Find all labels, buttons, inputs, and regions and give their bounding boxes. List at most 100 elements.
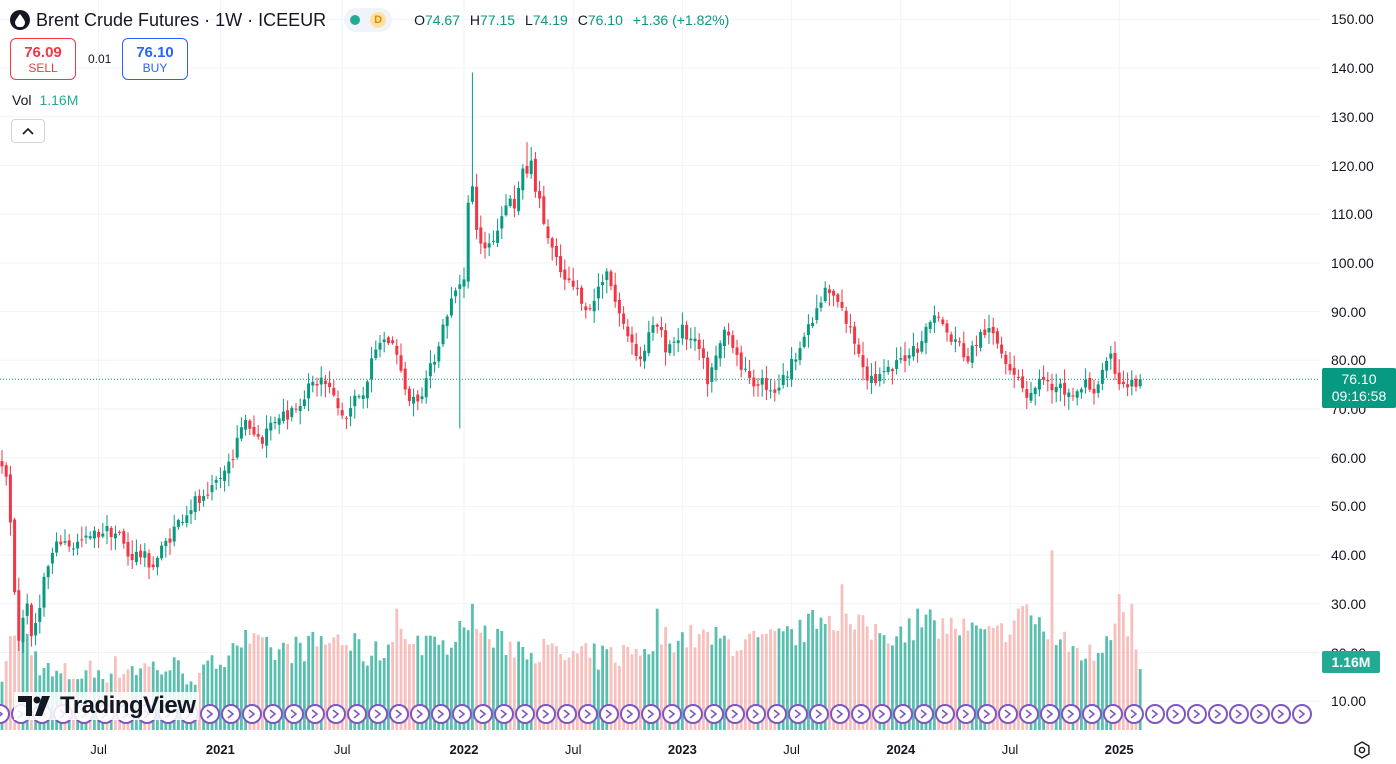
candle-body — [798, 348, 802, 361]
collapse-legend-button[interactable] — [11, 119, 45, 143]
volume-bar — [756, 637, 760, 730]
candle-body — [307, 383, 311, 399]
event-marker-icon — [368, 704, 388, 724]
volume-bar — [718, 638, 722, 730]
event-arrow-icon — [206, 709, 214, 719]
volume-bar — [231, 643, 235, 730]
volume-bar — [546, 644, 550, 730]
candle-body — [697, 339, 701, 349]
volume-bar — [1046, 639, 1050, 730]
candle-body — [1054, 386, 1058, 393]
candle-body — [470, 186, 474, 202]
time-axis[interactable]: Jul 2021 Jul 2022 Jul 2023 Jul 2024 Jul 2025 — [0, 730, 1320, 764]
candle-body — [176, 520, 180, 527]
chart-settings-button[interactable] — [1352, 740, 1372, 760]
price-axis[interactable]: 150.00 140.00 130.00 120.00 110.00 100.00 90.0… — [1320, 0, 1396, 730]
candle-body — [302, 399, 306, 406]
candle-body — [382, 339, 386, 343]
candle-body — [517, 187, 521, 212]
volume-bar — [748, 633, 751, 730]
event-marker-icon — [1145, 704, 1165, 724]
volume-bar — [567, 657, 571, 730]
volume-bar — [580, 646, 583, 730]
candle-body — [626, 326, 630, 337]
candle-body — [1071, 395, 1075, 397]
buy-button[interactable]: 76.10 BUY — [122, 38, 188, 80]
symbol-title[interactable]: Brent Crude Futures · 1W · ICEEUR — [36, 9, 327, 30]
volume-bar — [563, 660, 567, 730]
spread-value: 0.01 — [88, 52, 112, 66]
candle-body — [685, 324, 689, 340]
event-marker-icon — [557, 704, 577, 724]
event-marker-icon — [599, 704, 619, 724]
volume-bar — [794, 645, 798, 730]
candle-body — [1096, 384, 1100, 393]
chart-plot-area[interactable] — [0, 0, 1320, 730]
event-marker-icon — [893, 704, 913, 724]
candle-body — [130, 553, 134, 561]
volume-bar — [996, 625, 999, 730]
candle-body — [29, 604, 33, 637]
candle-body — [638, 356, 642, 360]
sell-button[interactable]: 76.09 SELL — [10, 38, 76, 80]
bar-countdown: 09:16:58 — [1331, 388, 1387, 404]
volume-bar — [273, 659, 277, 730]
candle-body — [735, 347, 739, 355]
event-arrow-icon — [878, 709, 886, 719]
volume-bar — [983, 629, 987, 730]
candle-body — [861, 355, 865, 368]
time-axis-label: Jul — [90, 742, 107, 757]
volume-bar — [844, 613, 848, 730]
price-axis-label: 130.00 — [1331, 108, 1374, 125]
volume-bar — [500, 630, 504, 730]
volume-bar — [517, 641, 520, 730]
volume-bar — [849, 624, 852, 730]
volume-bar — [261, 637, 264, 730]
volume-bar — [924, 614, 928, 730]
volume-bar — [1088, 644, 1092, 730]
candle-body — [714, 355, 718, 370]
volume-bar — [429, 635, 432, 730]
price-axis-label: 10.00 — [1331, 693, 1367, 710]
candle-body — [197, 495, 201, 503]
candle-body — [1109, 353, 1113, 359]
event-marker-icon — [536, 704, 556, 724]
volume-bar — [786, 626, 789, 730]
volume-bar — [664, 626, 667, 730]
candle-body — [647, 332, 651, 354]
candle-body — [659, 327, 663, 330]
volume-bar — [907, 618, 911, 730]
candle-body — [538, 190, 542, 199]
candle-body — [941, 319, 945, 324]
volume-bar — [811, 609, 814, 730]
time-axis-label: 2024 — [886, 742, 916, 757]
price-axis-label: 30.00 — [1331, 595, 1367, 612]
volume-bar — [1126, 636, 1129, 730]
candle-body — [4, 465, 8, 477]
candlestick-chart[interactable] — [0, 0, 1320, 730]
volume-bar — [25, 633, 29, 730]
candle-body — [1113, 352, 1117, 374]
volume-bar — [483, 625, 487, 730]
volume-legend[interactable]: Vol 1.16M — [12, 92, 78, 108]
open-label: O — [414, 12, 425, 28]
volume-bar — [769, 629, 772, 730]
candle-body — [722, 329, 726, 347]
volume-bar — [340, 645, 344, 730]
volume-bar — [403, 638, 407, 730]
event-arrow-icon — [437, 709, 445, 719]
candle-body — [613, 284, 617, 302]
event-marker-icon — [1229, 704, 1249, 724]
candle-body — [433, 361, 437, 365]
volume-bar — [538, 662, 541, 730]
market-status-badge[interactable]: D — [344, 8, 393, 32]
volume-bar — [1101, 652, 1104, 730]
volume-bar — [525, 659, 529, 730]
volume-bar — [265, 636, 268, 730]
tradingview-logo[interactable]: TradingView — [14, 692, 200, 720]
candle-body — [748, 371, 752, 378]
volume-bar — [1050, 550, 1054, 730]
event-marker-icon — [956, 704, 976, 724]
volume-bar — [945, 633, 949, 730]
event-marker-icon — [746, 704, 766, 724]
